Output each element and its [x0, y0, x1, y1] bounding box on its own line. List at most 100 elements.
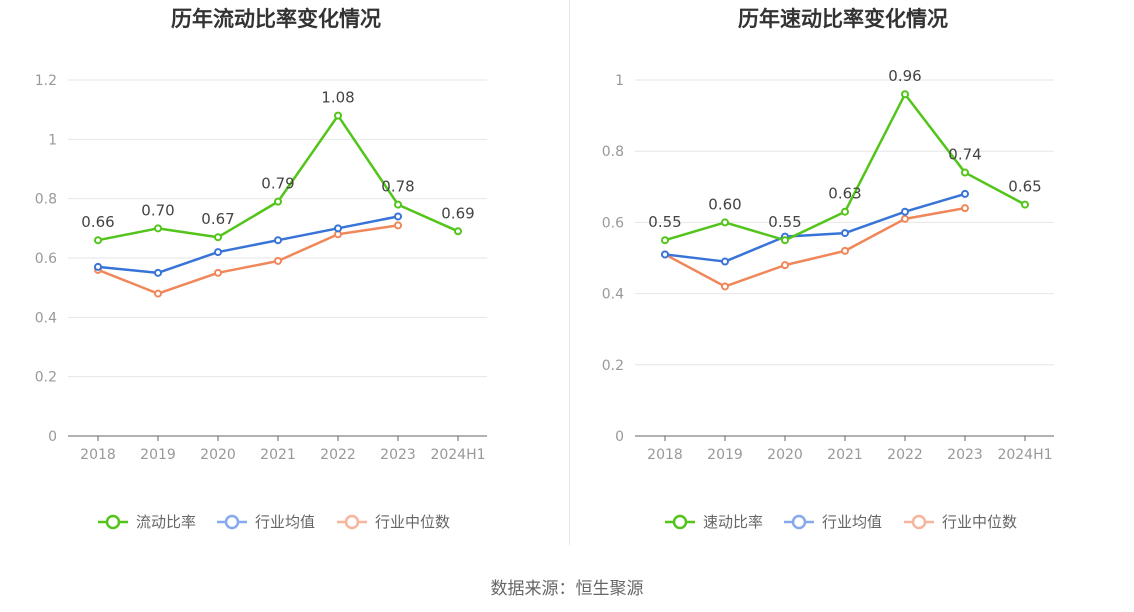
data-point	[1021, 200, 1029, 209]
data-point	[961, 204, 969, 213]
x-tick-label: 2021	[827, 447, 863, 463]
data-point	[274, 236, 282, 245]
data-point	[721, 257, 729, 266]
y-tick-label: 0.6	[35, 251, 57, 267]
legend-marker	[672, 514, 688, 530]
x-tick-label: 2023	[380, 447, 416, 463]
x-tick-label: 2024H1	[997, 447, 1052, 463]
data-label: 1.08	[321, 89, 354, 107]
data-source-footer: 数据来源：恒生聚源	[490, 579, 644, 599]
y-tick-label: 0.8	[602, 144, 624, 160]
y-tick-label: 0.6	[602, 215, 624, 231]
data-point	[274, 256, 282, 265]
x-tick-label: 2019	[707, 447, 743, 463]
data-label: 0.65	[1008, 178, 1041, 196]
x-tick-label: 2022	[887, 447, 923, 463]
legend-item: 行业均值	[784, 513, 882, 531]
legend-label: 速动比率	[703, 513, 763, 531]
chart-title: 历年流动比率变化情况	[171, 7, 381, 31]
y-tick-label: 0.4	[602, 287, 624, 303]
legend-item: 流动比率	[98, 513, 196, 531]
data-label: 0.74	[948, 146, 981, 164]
data-point	[214, 233, 222, 242]
x-tick-label: 2019	[140, 447, 176, 463]
data-point	[334, 224, 342, 233]
data-point	[841, 246, 849, 255]
legend-label: 行业均值	[255, 513, 315, 531]
data-point	[721, 218, 729, 227]
data-point	[214, 268, 222, 277]
legend-label: 流动比率	[136, 513, 196, 531]
panel-divider	[569, 0, 570, 545]
legend-label: 行业中位数	[375, 513, 450, 531]
data-point	[901, 214, 909, 223]
x-tick-label: 2018	[647, 447, 683, 463]
data-point	[394, 221, 402, 230]
data-point	[394, 200, 402, 209]
y-tick-label: 1	[48, 132, 57, 148]
data-label: 0.96	[888, 67, 921, 85]
chart-svg: 历年速动比率变化情况 0 0.2 0.4 0.6 0.8 1 2018 2019 2020 2021…	[602, 7, 1054, 531]
data-point	[721, 282, 729, 291]
data-label: 0.78	[381, 178, 414, 196]
y-tick-label: 1	[615, 73, 624, 89]
data-label: 0.63	[828, 185, 861, 203]
legend-item: 行业中位数	[904, 513, 1017, 531]
x-tick-label: 2020	[767, 447, 803, 463]
y-tick-label: 0.8	[35, 192, 57, 208]
data-point	[901, 207, 909, 216]
legend-marker	[911, 514, 927, 530]
series-line-industry-avg	[97, 215, 399, 275]
data-point	[661, 250, 669, 259]
data-point	[154, 289, 162, 298]
x-tick-label: 2024H1	[430, 447, 485, 463]
legend-item: 行业中位数	[337, 513, 450, 531]
y-tick-label: 0.2	[35, 370, 57, 386]
data-point	[154, 224, 162, 233]
y-tick-label: 0	[48, 429, 57, 445]
data-point	[94, 236, 102, 245]
legend-label: 行业均值	[822, 513, 882, 531]
data-point	[781, 236, 789, 245]
legend-item: 速动比率	[665, 513, 763, 531]
series-line-industry-median	[664, 206, 966, 288]
legend-marker	[791, 514, 807, 530]
data-point	[901, 90, 909, 99]
data-label: 0.70	[141, 201, 174, 219]
data-label: 0.60	[708, 195, 741, 213]
data-point	[214, 248, 222, 257]
data-point	[154, 268, 162, 277]
data-point	[661, 236, 669, 245]
y-tick-label: 1.2	[35, 73, 57, 89]
legend-label: 行业中位数	[942, 513, 1017, 531]
data-label: 0.69	[441, 204, 474, 222]
y-tick-label: 0.2	[602, 358, 624, 374]
y-tick-label: 0	[615, 429, 624, 445]
y-tick-label: 0.4	[35, 310, 57, 326]
legend-item: 行业均值	[217, 513, 315, 531]
data-point	[94, 262, 102, 271]
legend-marker	[105, 514, 121, 530]
series-line-industry-median	[97, 224, 399, 295]
data-point	[961, 168, 969, 177]
x-tick-label: 2018	[80, 447, 116, 463]
x-tick-label: 2023	[947, 447, 983, 463]
x-tick-label: 2020	[200, 447, 236, 463]
left-chart-panel: 历年流动比率变化情况 0 0.2 0.4 0.6 0.8 1 1.2 2018 2019 2020 2…	[0, 0, 567, 560]
legend-marker	[344, 514, 360, 530]
data-point	[961, 189, 969, 198]
data-point	[274, 197, 282, 206]
data-label: 0.79	[261, 175, 294, 193]
data-label: 0.67	[201, 210, 234, 228]
data-label: 0.55	[648, 213, 681, 231]
series-line-primary	[664, 92, 1026, 242]
data-label: 0.55	[768, 213, 801, 231]
legend-marker	[224, 514, 240, 530]
data-point	[781, 261, 789, 270]
data-point	[334, 111, 342, 120]
chart-title: 历年速动比率变化情况	[738, 7, 948, 31]
series-line-industry-avg	[664, 192, 966, 263]
data-point	[454, 227, 462, 236]
data-point	[841, 207, 849, 216]
chart-svg: 历年流动比率变化情况 0 0.2 0.4 0.6 0.8 1 1.2 2018 2019 2020 2…	[35, 7, 487, 531]
